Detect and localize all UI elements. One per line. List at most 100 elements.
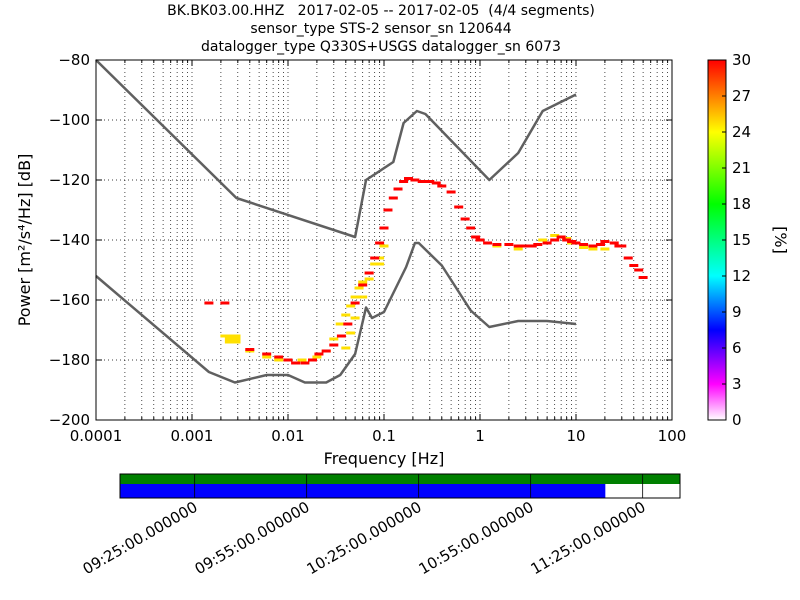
colorbar-label: [%] xyxy=(771,226,790,254)
psd-cell-red xyxy=(533,243,543,246)
psd-cell-red xyxy=(629,264,639,267)
psd-cell-red xyxy=(350,301,360,305)
y-tick-label: −80 xyxy=(58,51,90,69)
psd-cell-red xyxy=(579,243,589,246)
x-tick-label: 0.001 xyxy=(171,427,214,445)
psd-cells xyxy=(204,177,648,365)
psd-cell-red xyxy=(609,241,619,245)
psd-cell-red xyxy=(431,181,441,185)
x-tick-label: 0.0001 xyxy=(70,427,123,445)
psd-cell-red xyxy=(321,349,331,353)
chart-subtitle-datalogger: datalogger_type Q330S+USGS datalogger_sn… xyxy=(201,39,561,55)
psd-cell-red xyxy=(379,226,389,230)
x-tick-label: 100 xyxy=(658,427,687,445)
psd-cell-red xyxy=(471,235,481,239)
psd-cell-red xyxy=(314,352,324,356)
psd-cell-yellow xyxy=(346,331,356,335)
colorbar-tick-label: 30 xyxy=(732,51,751,69)
time-tick-label: 11:25:00.000000 xyxy=(528,498,649,578)
colorbar-tick-label: 15 xyxy=(732,231,751,249)
psd-cell-red xyxy=(588,244,598,248)
psd-cell-red xyxy=(483,241,493,245)
y-axis-label: Power [m²/s⁴/Hz] [dB] xyxy=(15,154,34,327)
psd-cell-red xyxy=(634,268,644,272)
y-tick-label: −180 xyxy=(49,351,90,369)
psd-cell-red xyxy=(404,177,414,180)
psd-cell-red xyxy=(571,241,581,245)
psd-cell-red xyxy=(527,244,537,248)
psd-cell-red xyxy=(329,343,339,347)
psd-cell-red xyxy=(556,235,566,239)
psd-cell-red xyxy=(466,226,476,230)
y-tick-label: −160 xyxy=(49,291,90,309)
plot-grid xyxy=(96,60,672,420)
time-tick-label: 10:55:00.000000 xyxy=(416,498,537,578)
psd-cell-red xyxy=(542,241,552,245)
x-tick-label: 10 xyxy=(566,427,585,445)
psd-cell-red xyxy=(417,180,427,183)
psd-cell-red xyxy=(425,180,435,183)
psd-cell-red xyxy=(262,352,272,356)
psd-cell-yellow xyxy=(262,355,272,359)
colorbar-tick-label: 18 xyxy=(732,195,751,213)
low-noise-model-line xyxy=(95,241,577,384)
psd-cell-red xyxy=(220,301,230,305)
y-tick-label: −200 xyxy=(49,411,90,429)
psd-cell-red xyxy=(437,184,447,188)
psd-cell-red xyxy=(204,301,214,305)
x-tick-label: 0.01 xyxy=(271,427,304,445)
time-tick-label: 10:25:00.000000 xyxy=(304,498,425,578)
psd-cell-yellow xyxy=(350,316,360,320)
psd-cell-yellow xyxy=(346,304,356,308)
psd-cell-yellow xyxy=(329,337,339,341)
psd-cell-red xyxy=(383,208,393,212)
colorbar: 0 3 6 9 12 15 18 21 24 27 30 [%] xyxy=(707,51,790,429)
psd-cell-red xyxy=(343,322,353,326)
psd-cell-red xyxy=(375,241,385,245)
psd-cell-red xyxy=(393,187,403,191)
time-tick-label: 09:55:00.000000 xyxy=(192,498,313,578)
psd-cell-red xyxy=(358,283,368,287)
psd-cell-red xyxy=(300,361,310,365)
psd-cell-yellow xyxy=(341,346,351,350)
psd-cell-yellow xyxy=(358,280,368,284)
psd-cell-red xyxy=(460,217,470,221)
colorbar-tick-label: 12 xyxy=(732,267,751,285)
psd-cell-red xyxy=(370,256,380,260)
psd-cell-red xyxy=(454,205,464,209)
psd-cell-red xyxy=(504,243,514,246)
psd-cell-red xyxy=(245,348,255,351)
y-tick-label: −120 xyxy=(49,171,90,189)
availability-bar-blue xyxy=(120,484,606,498)
psd-cell-yellow xyxy=(379,244,389,248)
psd-cell-red xyxy=(291,361,301,365)
psd-cell-red xyxy=(388,196,398,200)
availability-bar-green xyxy=(120,474,680,484)
psd-cell-yellow xyxy=(375,262,385,266)
y-tick-label: −140 xyxy=(49,231,90,249)
colorbar-tick-label: 6 xyxy=(732,339,742,357)
psd-cell-yellow xyxy=(513,247,523,251)
psd-cell-yellow xyxy=(354,286,364,290)
psd-cell-yellow xyxy=(350,295,360,299)
availability-frame xyxy=(119,473,681,499)
psd-cell-yellow xyxy=(588,247,598,251)
psd-cell-yellow xyxy=(358,295,368,299)
psd-cell-red xyxy=(336,334,346,338)
psd-cell-yellow xyxy=(364,277,374,281)
colorbar-tick-label: 27 xyxy=(732,87,751,105)
availability-panel: 09:25:00.00000009:55:00.00000010:25:00.0… xyxy=(80,473,681,578)
psd-cell-red xyxy=(562,238,572,242)
colorbar-tick-label: 0 xyxy=(732,411,742,429)
psd-cell-red xyxy=(446,190,456,194)
psd-cell-yellow xyxy=(224,334,241,344)
psd-cell-red xyxy=(550,238,560,242)
psd-cell-red xyxy=(399,180,409,183)
psd-cell-yellow xyxy=(579,246,589,249)
psd-cell-yellow xyxy=(312,355,322,359)
chart-subtitle-sensor: sensor_type STS-2 sensor_sn 120644 xyxy=(250,21,512,37)
psd-cell-red xyxy=(617,244,627,248)
psd-cell-red xyxy=(600,240,610,243)
psd-cell-red xyxy=(521,244,531,248)
